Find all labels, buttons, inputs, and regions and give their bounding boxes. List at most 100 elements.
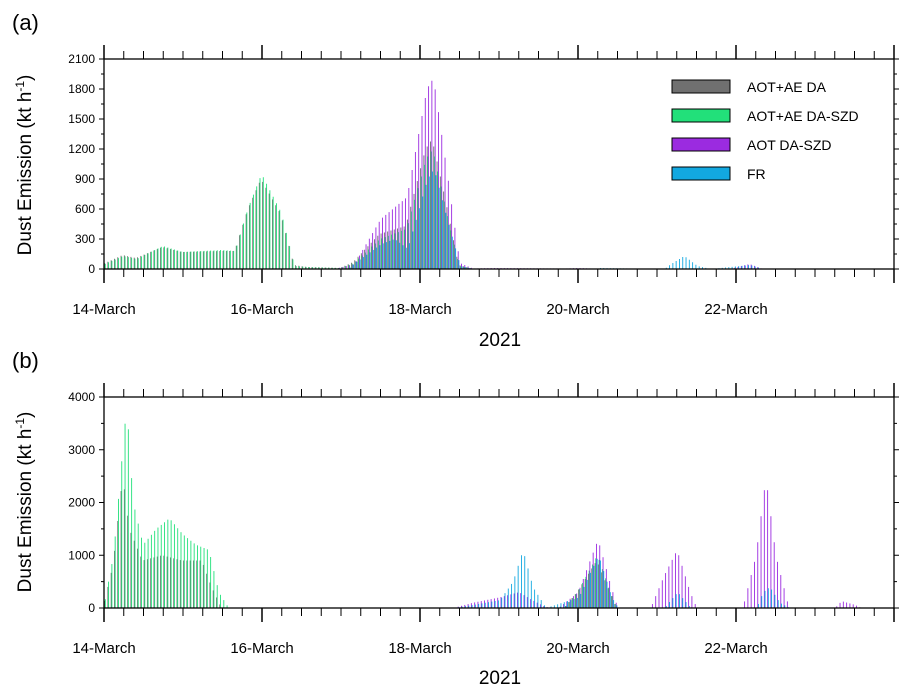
bar-fr	[587, 580, 588, 608]
bar-fr	[403, 245, 404, 269]
plot-frame	[104, 397, 894, 608]
bar-fr	[419, 208, 420, 269]
y-tick-label: 0	[88, 601, 95, 615]
bar-aot_ae_da_szd	[148, 539, 149, 608]
bar-aot_ae_da_szd	[210, 557, 211, 608]
bar-aot_ae_da_szd	[230, 251, 231, 269]
bar-aot_ae_da_szd	[125, 256, 126, 269]
bar-aot_ae_da_szd	[223, 250, 224, 269]
bar-aot_ae_da_szd	[207, 251, 208, 269]
legend-swatch-fr	[672, 167, 730, 180]
bar-fr	[781, 604, 782, 608]
y-tick-label: 4000	[68, 390, 95, 404]
bar-aot_ae_da_szd	[243, 224, 244, 270]
bar-aot_ae_da_szd	[217, 250, 218, 269]
bar-aot_ae_da_szd	[204, 548, 205, 608]
bar-aot_da_szd	[662, 580, 663, 608]
bar-fr	[768, 588, 769, 608]
panel-a-y-axis-label: Dust Emission (kt h-1)	[13, 75, 36, 256]
bar-fr	[353, 265, 354, 270]
bar-fr	[570, 600, 571, 608]
bar-fr	[416, 220, 417, 269]
bar-fr	[373, 250, 374, 269]
panel-a: (a) Dust Emission (kt h-1) 0300600900120…	[12, 10, 899, 351]
bar-aot_ae_da_szd	[276, 203, 277, 269]
bar-aot_da_szd	[840, 603, 841, 608]
bar-fr	[442, 200, 443, 269]
bar-fr	[455, 248, 456, 269]
bar-aot_ae_da_szd	[105, 264, 106, 269]
bar-aot_ae_da_szd	[118, 499, 119, 608]
bar-aot_ae_da_szd	[292, 259, 293, 269]
bar-fr	[534, 590, 535, 608]
bar-fr	[356, 262, 357, 269]
x-tick-label: 14-March	[72, 301, 135, 318]
bar-aot_da_szd	[688, 587, 689, 608]
bar-fr	[567, 601, 568, 608]
bar-aot_ae_da_szd	[151, 252, 152, 269]
y-tick-label: 1500	[68, 112, 95, 126]
bar-aot_da_szd	[761, 516, 762, 608]
x-tick-label: 18-March	[388, 640, 451, 657]
bar-aot_ae_da_szd	[187, 538, 188, 608]
y-tick-label: 1800	[68, 82, 95, 96]
bar-fr	[537, 595, 538, 608]
bar-aot_ae_da_szd	[279, 210, 280, 269]
bar-aot_ae_da_szd	[167, 520, 168, 608]
y-tick-label: 1000	[68, 548, 95, 562]
bar-aot_da_szd	[665, 573, 666, 608]
bar-aot_ae_da_szd	[141, 538, 142, 608]
panel-b-x-axis-label: 2021	[479, 668, 521, 689]
y-tick-label: 2000	[68, 496, 95, 510]
bar-fr	[682, 598, 683, 608]
bar-aot_ae_da_szd	[111, 564, 112, 608]
bar-fr	[593, 566, 594, 608]
bar-fr	[435, 175, 436, 269]
bar-aot_da_szd	[659, 588, 660, 608]
bar-aot_ae_da_szd	[154, 250, 155, 269]
bar-fr	[613, 600, 614, 608]
bar-aot_ae_da_szd	[190, 252, 191, 269]
bar-fr	[488, 602, 489, 608]
bar-aot_ae_da_szd	[263, 177, 264, 269]
bar-aot_ae_da_szd	[227, 250, 228, 269]
bar-aot_ae_da_szd	[158, 528, 159, 608]
bar-aot_ae_da_szd	[115, 260, 116, 269]
bar-aot_ae_da_szd	[158, 248, 159, 269]
panel-b-label: (b)	[12, 348, 39, 373]
bar-fr	[577, 598, 578, 608]
bar-fr	[505, 593, 506, 608]
bar-fr	[412, 232, 413, 270]
bar-aot_ae_da_szd	[171, 520, 172, 608]
bar-fr	[531, 581, 532, 608]
bar-aot_ae_da_szd	[289, 246, 290, 269]
bar-fr	[689, 260, 690, 269]
bar-fr	[366, 255, 367, 269]
legend-label-aot_ae_da: AOT+AE DA	[747, 79, 827, 95]
bar-fr	[406, 248, 407, 269]
bar-aot_ae_da_szd	[207, 549, 208, 608]
bar-fr	[511, 584, 512, 608]
bar-aot_ae_da_szd	[269, 190, 270, 269]
y-tick-label: 3000	[68, 443, 95, 457]
panel-a-label: (a)	[12, 10, 39, 35]
bar-fr	[399, 243, 400, 269]
bar-aot_da_szd	[846, 603, 847, 608]
bar-fr	[501, 598, 502, 608]
x-tick-label: 20-March	[546, 301, 609, 318]
bar-aot_ae_da_szd	[161, 247, 162, 269]
bar-aot_ae_da_szd	[131, 258, 132, 269]
bar-aot_ae_da_szd	[154, 531, 155, 608]
bar-fr	[508, 589, 509, 608]
bar-fr	[590, 573, 591, 608]
bar-aot_ae_da_szd	[138, 258, 139, 269]
bar-fr	[610, 592, 611, 608]
bar-aot_ae_da_szd	[134, 259, 135, 269]
y-tick-label: 1200	[68, 142, 95, 156]
bar-aot_ae_da_szd	[171, 249, 172, 270]
y-tick-label: 300	[75, 232, 95, 246]
y-tick-label: 2100	[68, 52, 95, 66]
bar-fr	[498, 600, 499, 608]
bar-fr	[432, 172, 433, 270]
